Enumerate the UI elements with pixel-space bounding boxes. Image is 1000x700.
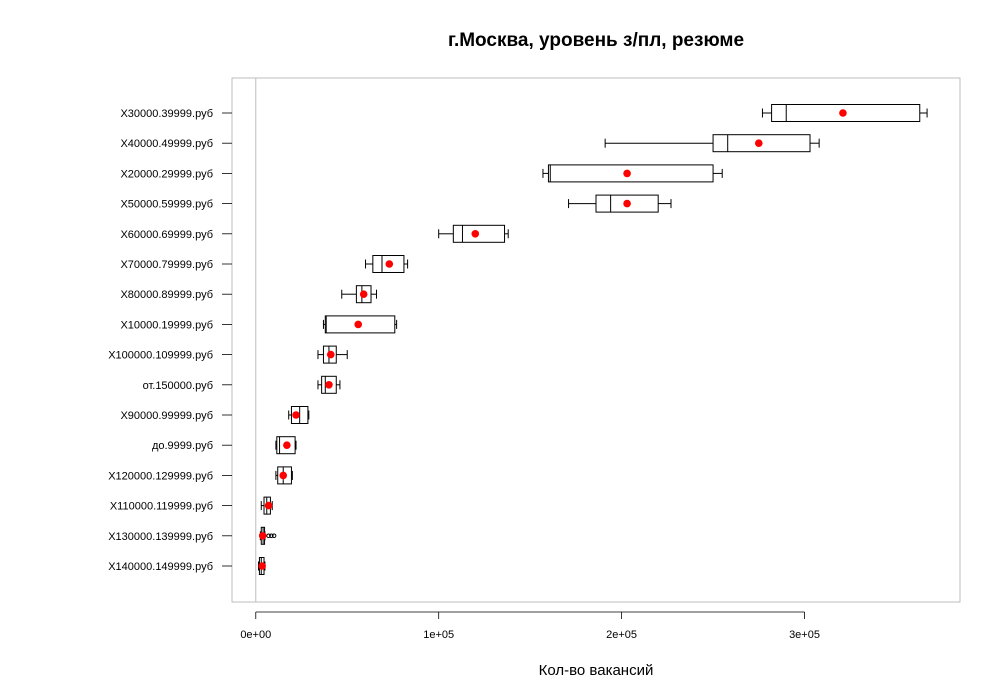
- box-9: [317, 375, 341, 394]
- iqr-box: [321, 375, 337, 394]
- mean-marker: [623, 169, 631, 178]
- mean-marker: [258, 562, 266, 570]
- category-label: X110000.119999.руб: [110, 501, 213, 513]
- mean-marker: [839, 109, 847, 117]
- mean-marker: [623, 199, 631, 208]
- category-label: X80000.89999.руб: [120, 289, 213, 301]
- iqr-box: [547, 164, 714, 183]
- mean-marker: [279, 471, 288, 480]
- category-label: X50000.59999.руб: [120, 199, 213, 211]
- mean-marker: [326, 350, 335, 359]
- plot-frame: [231, 77, 961, 603]
- category-label: X130000.139999.руб: [108, 531, 213, 543]
- box-10: [288, 406, 310, 424]
- category-label: X30000.39999.руб: [120, 108, 213, 120]
- iqr-box: [712, 134, 811, 153]
- mean-marker: [385, 260, 394, 268]
- mean-marker: [359, 290, 368, 299]
- category-label: X90000.99999.руб: [120, 410, 213, 422]
- box-1: [604, 134, 820, 153]
- box-6: [341, 285, 378, 304]
- box-11: [275, 436, 297, 455]
- x-tick-label: 2e+05: [606, 629, 637, 641]
- category-label: X60000.69999.руб: [120, 229, 213, 241]
- mean-marker: [471, 230, 480, 238]
- box-5: [365, 255, 409, 273]
- iqr-box: [355, 285, 372, 304]
- category-label: X70000.79999.руб: [120, 259, 213, 271]
- iqr-box: [324, 315, 396, 334]
- category-label: X40000.49999.руб: [120, 138, 213, 150]
- x-axis: 0e+00 1e+05 2e+05 3e+05: [240, 611, 820, 641]
- outlier-point-0: [266, 533, 271, 539]
- iqr-box: [771, 104, 921, 122]
- mean-marker: [264, 501, 273, 510]
- mean-marker: [283, 441, 291, 450]
- iqr-box: [322, 345, 337, 364]
- box-14: [258, 526, 277, 545]
- mean-marker: [258, 532, 267, 540]
- boxes-layer: [258, 104, 928, 575]
- category-label: от.150000.руб: [143, 380, 213, 392]
- x-axis-label: Кол-во вакансий: [539, 662, 654, 679]
- category-label: X140000.149999.руб: [108, 561, 213, 573]
- category-label: X100000.109999.руб: [108, 350, 213, 362]
- iqr-box: [452, 224, 506, 243]
- category-label: X10000.19999.руб: [120, 319, 213, 331]
- mean-marker: [292, 411, 300, 419]
- box-2: [542, 164, 723, 183]
- x-tick-label: 1e+05: [423, 629, 454, 641]
- chart-title: г.Москва, уровень з/пл, резюме: [448, 30, 744, 51]
- mean-marker: [354, 320, 363, 329]
- box-4: [438, 224, 509, 243]
- box-0: [761, 104, 928, 122]
- x-tick-label: 0e+00: [240, 629, 271, 641]
- outlier-point-1: [269, 533, 274, 539]
- mean-marker: [754, 139, 763, 147]
- box-15: [258, 557, 266, 575]
- category-labels: X30000.39999.руб X40000.49999.руб X20000.2…: [108, 108, 232, 573]
- box-7: [322, 315, 398, 334]
- iqr-box: [372, 255, 405, 273]
- box-8: [317, 345, 348, 364]
- category-label: X20000.29999.руб: [120, 168, 213, 180]
- box-12: [275, 466, 293, 485]
- category-label: до.9999.руб: [152, 440, 213, 452]
- box-3: [568, 194, 672, 213]
- category-label: X120000.129999.руб: [108, 470, 213, 482]
- box-13: [260, 496, 273, 515]
- iqr-box: [595, 194, 659, 213]
- iqr-box: [277, 466, 292, 485]
- x-tick-label: 3e+05: [789, 629, 820, 641]
- mean-marker: [325, 381, 333, 389]
- outlier-point-2: [271, 533, 277, 539]
- iqr-box: [276, 436, 296, 455]
